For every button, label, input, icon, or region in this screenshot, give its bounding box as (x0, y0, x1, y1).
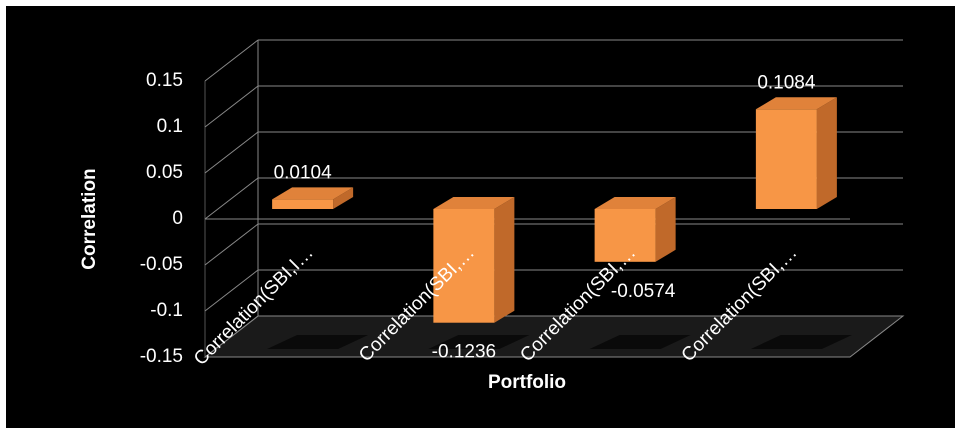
data-label: -0.0574 (611, 281, 676, 302)
y-tick-label: -0.1 (150, 300, 183, 321)
bar-top (433, 197, 515, 209)
bar-top (755, 97, 837, 110)
grid-line (204, 223, 259, 266)
bar (755, 109, 817, 209)
y-tick-label: 0 (172, 208, 183, 229)
bar (272, 199, 334, 209)
bar-shadow (750, 335, 852, 349)
bar-top (594, 197, 676, 209)
y-tick-label: 0.1 (157, 116, 183, 137)
grid-line (204, 39, 259, 82)
bar-shadow (428, 335, 530, 349)
grid-line (204, 177, 259, 220)
data-label: 0.1084 (757, 72, 816, 93)
bar-side (655, 197, 676, 262)
y-tick-label: -0.05 (140, 254, 183, 275)
grid-line (204, 269, 259, 312)
bar-side (333, 187, 354, 209)
y-axis-title: Correlation (79, 168, 100, 269)
bar-side (494, 197, 515, 323)
bar-shadow (267, 335, 369, 349)
y-tick-label: 0.05 (146, 162, 183, 183)
data-label: 0.0104 (274, 162, 333, 183)
bar-top (272, 187, 354, 200)
bar-shadow (589, 335, 691, 349)
grid-line (204, 315, 259, 358)
grid-line (204, 131, 259, 174)
bar (594, 209, 656, 262)
bar-side (816, 97, 837, 209)
grid-line (204, 85, 259, 128)
data-label: -0.1236 (432, 342, 496, 363)
bar (433, 209, 495, 323)
x-axis-title: Portfolio (488, 372, 566, 393)
y-tick-label: -0.15 (140, 346, 183, 367)
y-tick-label: 0.15 (146, 70, 183, 91)
